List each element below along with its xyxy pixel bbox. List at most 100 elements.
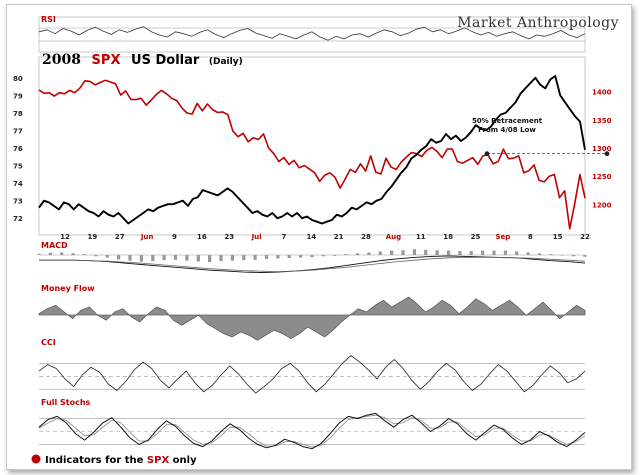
main-chart-title: 2008 SPX US Dollar (Daily) bbox=[42, 49, 243, 68]
x-axis-tick-label: 7 bbox=[282, 233, 287, 241]
x-axis-tick-label: 21 bbox=[334, 233, 344, 241]
macd-histogram-bar bbox=[48, 252, 52, 255]
macd-histogram-bar bbox=[583, 255, 587, 257]
macd-histogram-bar bbox=[162, 255, 166, 261]
spx-axis-tick-label: 1200 bbox=[592, 201, 612, 209]
title-usd: US Dollar bbox=[131, 53, 200, 68]
stochs-k-line bbox=[38, 412, 586, 450]
full-stochs-panel-title: Full Stochs bbox=[41, 398, 91, 407]
legend-suffix: only bbox=[173, 455, 197, 466]
x-axis-tick-label: 11 bbox=[416, 233, 426, 241]
title-daily: (Daily) bbox=[209, 57, 243, 67]
x-axis-tick-label: 8 bbox=[528, 233, 533, 241]
macd-histogram-bar bbox=[37, 253, 41, 255]
spx-axis-tick-label: 1350 bbox=[592, 117, 612, 125]
macd-histogram-bar bbox=[492, 250, 496, 255]
macd-histogram-bar bbox=[390, 250, 394, 255]
macd-histogram-bar bbox=[128, 255, 132, 261]
macd-histogram-bar bbox=[60, 252, 64, 255]
x-axis-tick-label: Aug bbox=[386, 233, 401, 241]
legend-text: Indicators for the SPX only bbox=[45, 455, 197, 466]
rsi-panel-title: RSI bbox=[41, 15, 56, 24]
x-axis-tick-label: 16 bbox=[197, 233, 207, 241]
macd-histogram-bar bbox=[276, 255, 280, 259]
macd-histogram-bar bbox=[572, 255, 576, 257]
usd-axis-tick-label: 76 bbox=[13, 145, 23, 153]
macd-histogram-bar bbox=[321, 255, 325, 257]
macd-histogram-bar bbox=[173, 255, 178, 260]
macd-histogram-bar bbox=[333, 255, 337, 256]
cci-series-line bbox=[38, 355, 586, 394]
macd-histogram-bar bbox=[253, 255, 257, 260]
usd-axis-tick-label: 80 bbox=[13, 75, 23, 83]
retracement-dot-left bbox=[484, 151, 490, 157]
macd-histogram-bar bbox=[424, 249, 428, 255]
macd-histogram-bar bbox=[560, 255, 564, 256]
macd-histogram-bar bbox=[105, 255, 109, 258]
price-panel-frame bbox=[38, 56, 586, 236]
macd-histogram-bar bbox=[242, 255, 246, 261]
brand-title: Market Anthropology bbox=[457, 15, 619, 31]
macd-histogram-bar bbox=[299, 255, 303, 258]
x-axis-tick-label: 15 bbox=[553, 233, 563, 241]
title-spx: SPX bbox=[92, 53, 121, 68]
macd-histogram-bar bbox=[151, 255, 155, 262]
usd-axis-tick-label: 78 bbox=[13, 110, 23, 118]
x-axis-tick-label: 18 bbox=[443, 233, 453, 241]
usd-axis-tick-label: 75 bbox=[13, 163, 23, 171]
x-axis-tick-label: Sep bbox=[495, 233, 510, 241]
macd-histogram-bar bbox=[458, 251, 462, 255]
legend-spx: SPX bbox=[147, 455, 170, 466]
macd-histogram-bar bbox=[401, 250, 405, 255]
macd-histogram-bar bbox=[287, 255, 291, 259]
x-axis-tick-label: 23 bbox=[224, 233, 234, 241]
macd-histogram-bar bbox=[310, 255, 314, 258]
macd-histogram-bar bbox=[537, 253, 542, 256]
rsi-panel-frame bbox=[38, 16, 586, 53]
macd-histogram-bar bbox=[185, 255, 189, 261]
usd-axis-tick-label: 72 bbox=[13, 215, 23, 223]
macd-histogram-bar bbox=[94, 255, 98, 257]
macd-histogram-bar bbox=[435, 250, 439, 255]
stochs-d-line bbox=[38, 414, 586, 448]
title-year: 2008 bbox=[42, 52, 81, 68]
x-axis-tick-label: Jun bbox=[140, 233, 154, 241]
x-axis-tick-label: 14 bbox=[306, 233, 316, 241]
retracement-dot-right bbox=[604, 151, 610, 157]
x-axis-tick-label: 27 bbox=[115, 233, 125, 241]
macd-histogram-bar bbox=[469, 251, 473, 255]
spx-axis-tick-label: 1300 bbox=[592, 145, 612, 153]
x-axis-tick-label: Jul bbox=[251, 233, 262, 241]
macd-histogram-bar bbox=[230, 255, 234, 261]
macd-histogram-bar bbox=[196, 255, 200, 262]
usd-axis-tick-label: 77 bbox=[13, 127, 23, 135]
x-axis-tick-label: 12 bbox=[60, 233, 70, 241]
macd-histogram-bar bbox=[71, 253, 75, 256]
spx-indicator-legend: Indicators for the SPX only bbox=[31, 454, 197, 466]
spx-series-line bbox=[38, 79, 586, 230]
chart-frame: 72 73 74 75 76 77 78 79 80 1200 1250 1300 1350 1400 12… bbox=[6, 4, 632, 470]
macd-histogram-bar bbox=[264, 255, 269, 259]
money-flow-panel-title: Money Flow bbox=[41, 284, 95, 293]
cci-panel-title: CCI bbox=[41, 338, 56, 347]
macd-histogram-bar bbox=[378, 251, 382, 255]
macd-histogram-bar bbox=[355, 253, 360, 256]
annotation-line-2: From 4/08 Low bbox=[478, 126, 536, 134]
money-flow-area bbox=[38, 296, 586, 341]
spx-axis-tick-label: 1400 bbox=[592, 89, 612, 97]
macd-histogram-bar bbox=[446, 250, 451, 255]
usd-axis-tick-label: 73 bbox=[13, 198, 23, 206]
macd-panel-title: MACD bbox=[41, 241, 68, 250]
macd-histogram-bar bbox=[117, 255, 121, 260]
macd-histogram-bar bbox=[344, 254, 348, 255]
x-axis-tick-label: 25 bbox=[471, 233, 481, 241]
chart-canvas: 7273747576777879801200125013001350140012… bbox=[13, 15, 619, 466]
macd-histogram-bar bbox=[515, 251, 519, 255]
macd-histogram-bar bbox=[367, 252, 371, 255]
macd-histogram-bar bbox=[412, 249, 416, 255]
usd-series-line bbox=[38, 75, 586, 225]
macd-histogram-bar bbox=[503, 250, 507, 255]
macd-histogram-bar bbox=[82, 254, 87, 255]
macd-signal-line bbox=[39, 256, 586, 273]
macd-histogram-bar bbox=[526, 252, 530, 255]
